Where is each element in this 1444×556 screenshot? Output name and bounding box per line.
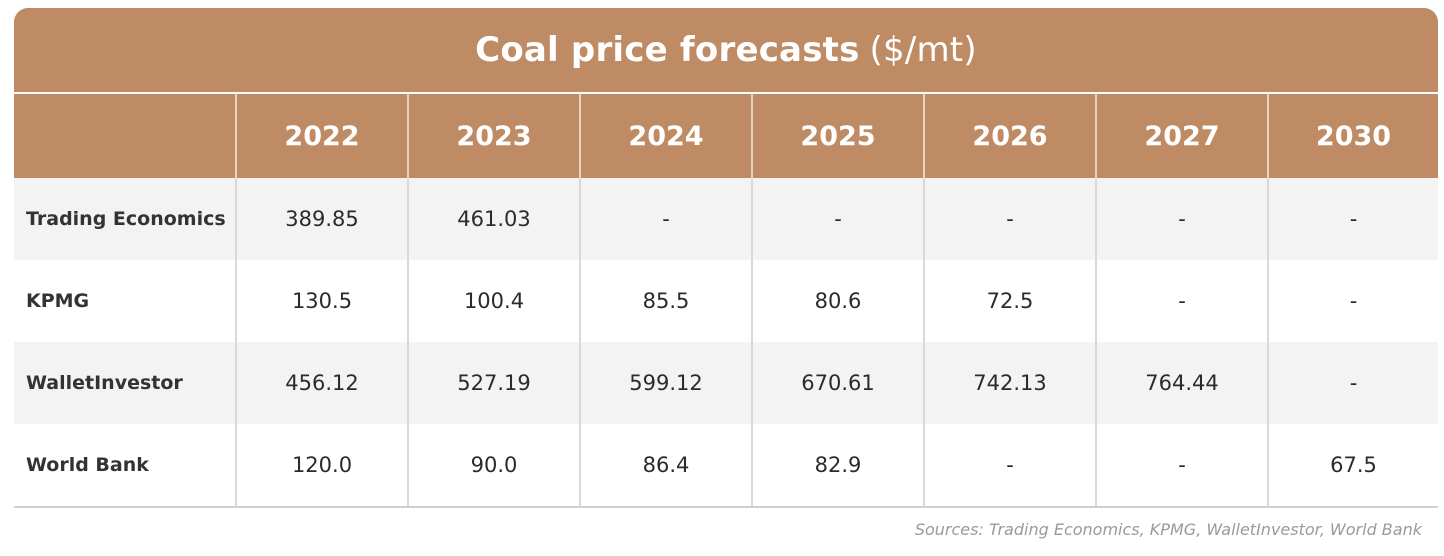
source-note: Sources: Trading Economics, KPMG, Wallet… <box>914 520 1422 539</box>
table-cell: - <box>923 178 1096 260</box>
column-header-2027: 2027 <box>1095 94 1268 178</box>
forecast-table: 2022 2023 2024 2025 2026 2027 2030 Trading Eco… <box>14 94 1438 508</box>
column-header-2030: 2030 <box>1267 94 1438 178</box>
table-row: Trading Economics 389.85 461.03- - - - - <box>14 178 1438 260</box>
table-row: KPMG 130.5 100.4 85.5 80.6 72.5- - <box>14 260 1438 342</box>
row-label: KPMG <box>14 260 236 342</box>
table-cell: 130.5 <box>235 260 408 342</box>
table-title: Coal price forecasts <box>475 30 860 70</box>
table-row: WalletInvestor 456.12 527.19 599.12 670.61 74… <box>14 342 1438 424</box>
table-cell: 86.4 <box>579 424 752 508</box>
row-label: Trading Economics <box>14 178 236 260</box>
table-cell: 120.0 <box>235 424 408 508</box>
column-header-2023: 2023 <box>407 94 580 178</box>
table-cell: 670.61 <box>751 342 924 424</box>
table-cell: 82.9 <box>751 424 924 508</box>
table-cell: 456.12 <box>235 342 408 424</box>
table-cell: 527.19 <box>407 342 580 424</box>
column-header-2025: 2025 <box>751 94 924 178</box>
header-row: 2022 2023 2024 2025 2026 2027 2030 <box>14 94 1438 178</box>
title-bar: Coal price forecasts ($/mt) <box>14 8 1438 92</box>
table-cell: 100.4 <box>407 260 580 342</box>
table-cell: - <box>1095 178 1268 260</box>
table-cell: - <box>1267 178 1438 260</box>
table-cell: 599.12 <box>579 342 752 424</box>
table-cell: 461.03 <box>407 178 580 260</box>
table-cell: 742.13 <box>923 342 1096 424</box>
table-cell: - <box>1267 260 1438 342</box>
column-header-2022: 2022 <box>235 94 408 178</box>
table-cell: 90.0 <box>407 424 580 508</box>
table-cell: 72.5 <box>923 260 1096 342</box>
table-cell: 389.85 <box>235 178 408 260</box>
row-label: WalletInvestor <box>14 342 236 424</box>
table-cell: 80.6 <box>751 260 924 342</box>
header-corner-cell <box>14 94 236 178</box>
table-cell: - <box>1095 260 1268 342</box>
table-row: World Bank 120.0 90.0 86.4 82.9- -67.5 <box>14 424 1438 508</box>
table-cell: - <box>1267 342 1438 424</box>
column-header-2026: 2026 <box>923 94 1096 178</box>
row-label: World Bank <box>14 424 236 508</box>
table-cell: - <box>579 178 752 260</box>
table-cell: - <box>751 178 924 260</box>
table-cell: 67.5 <box>1267 424 1438 508</box>
table-body: Trading Economics 389.85 461.03- - - - - KPMG 13… <box>14 178 1438 508</box>
column-header-2024: 2024 <box>579 94 752 178</box>
table-title-unit: ($/mt) <box>869 30 977 70</box>
table-cell: - <box>1095 424 1268 508</box>
table-cell: 764.44 <box>1095 342 1268 424</box>
table-cell: - <box>923 424 1096 508</box>
price-forecast-table-card: Coal price forecasts ($/mt) 2022 2023 2024… <box>14 8 1438 508</box>
table-cell: 85.5 <box>579 260 752 342</box>
